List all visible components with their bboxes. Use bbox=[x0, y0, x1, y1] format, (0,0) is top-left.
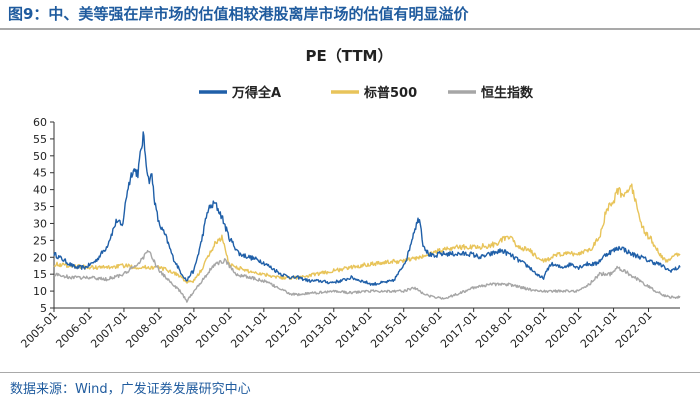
figure-title: 图9：中、美等强在岸市场的估值相较港股离岸市场的估值有明显溢价 bbox=[8, 5, 469, 23]
x-tick-label: 2019-01 bbox=[508, 309, 550, 351]
x-tick-label: 2014-01 bbox=[333, 309, 375, 351]
x-tick-label: 2013-01 bbox=[298, 309, 340, 351]
x-tick-label: 2011-01 bbox=[228, 309, 270, 351]
y-tick-label: 60 bbox=[33, 116, 47, 129]
x-tick-label: 2008-01 bbox=[123, 309, 165, 351]
series-line-2 bbox=[53, 249, 681, 303]
series-line-0 bbox=[53, 131, 681, 286]
x-tick-label: 2020-01 bbox=[543, 309, 585, 351]
legend-label-2: 恒生指数 bbox=[481, 85, 534, 101]
x-tick-label: 2009-01 bbox=[158, 309, 200, 351]
y-tick-label: 55 bbox=[33, 133, 47, 146]
legend-label-0: 万得全A bbox=[231, 85, 281, 101]
x-tick-label: 2015-01 bbox=[368, 309, 410, 351]
y-tick-label: 10 bbox=[33, 285, 47, 298]
x-tick-label: 2007-01 bbox=[88, 309, 130, 351]
y-tick-label: 25 bbox=[33, 234, 47, 247]
x-tick-label: 2021-01 bbox=[578, 309, 620, 351]
axes: 510152025303540455055602005-012006-01200… bbox=[18, 116, 680, 351]
figure-title-bar: 图9：中、美等强在岸市场的估值相较港股离岸市场的估值有明显溢价 bbox=[0, 0, 700, 30]
chart-title: PE（TTM） bbox=[306, 47, 393, 65]
y-tick-label: 5 bbox=[40, 302, 47, 315]
y-tick-label: 15 bbox=[33, 268, 47, 281]
y-tick-label: 35 bbox=[33, 201, 47, 214]
x-tick-label: 2016-01 bbox=[403, 309, 445, 351]
legend: 万得全A 标普500 恒生指数 bbox=[199, 85, 534, 101]
series-layer bbox=[53, 131, 681, 303]
y-tick-label: 50 bbox=[33, 150, 47, 163]
pe-line-chart: PE（TTM） 万得全A 标普500 恒生指数 5 10 15 20 25 30 35 40 45 5… bbox=[18, 47, 681, 351]
y-tick-label: 40 bbox=[33, 184, 47, 197]
y-tick-label: 45 bbox=[33, 167, 47, 180]
x-tick-label: 2006-01 bbox=[53, 309, 95, 351]
bottom-rule bbox=[0, 372, 700, 373]
x-tick-label: 2010-01 bbox=[193, 309, 235, 351]
x-tick-label: 2018-01 bbox=[473, 309, 515, 351]
x-tick-label: 2022-01 bbox=[613, 309, 655, 351]
x-tick-label: 2017-01 bbox=[438, 309, 480, 351]
series-line-1 bbox=[53, 183, 681, 284]
y-tick-label: 20 bbox=[33, 251, 47, 264]
source-note: 数据来源：Wind，广发证券发展研究中心 bbox=[10, 382, 251, 397]
y-tick-label: 30 bbox=[33, 217, 47, 230]
legend-label-1: 标普500 bbox=[363, 85, 417, 101]
x-tick-label: 2005-01 bbox=[18, 309, 60, 351]
x-tick-label: 2012-01 bbox=[263, 309, 305, 351]
